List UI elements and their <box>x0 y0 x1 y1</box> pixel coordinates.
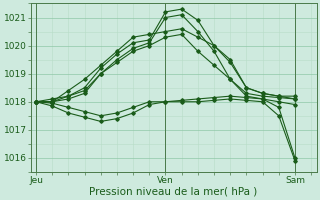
X-axis label: Pression niveau de la mer( hPa ): Pression niveau de la mer( hPa ) <box>90 187 258 197</box>
